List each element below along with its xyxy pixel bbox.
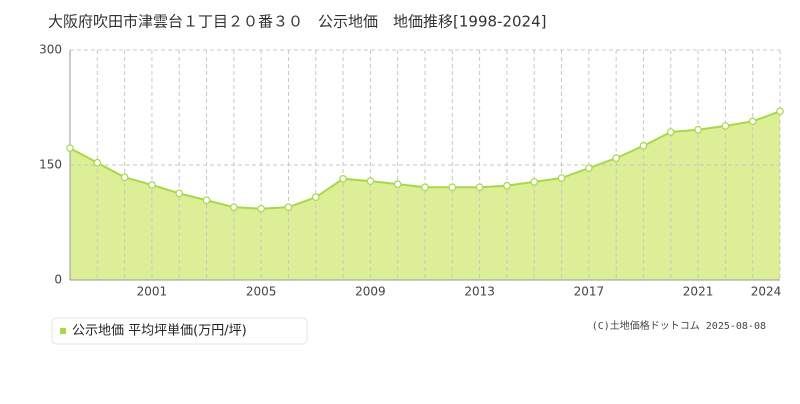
- point: [230, 203, 238, 211]
- point: [612, 154, 620, 162]
- legend-label: 公示地価 平均坪単価(万円/坪): [72, 323, 247, 339]
- point: [148, 181, 156, 189]
- point: [503, 181, 511, 190]
- point: [257, 204, 265, 213]
- point: [93, 158, 102, 167]
- point: [120, 173, 129, 182]
- point: [585, 164, 593, 172]
- x-tick-label: 2009: [355, 285, 386, 299]
- point: [530, 178, 539, 186]
- point: [366, 177, 375, 185]
- point: [666, 128, 675, 136]
- area: [70, 111, 780, 280]
- point: [311, 193, 320, 202]
- legend-box: [51, 317, 308, 345]
- point: [284, 203, 293, 211]
- x-tick-label: 2024: [751, 285, 782, 299]
- chart-title: 大阪府吹田市津雲台１丁目２０番３０ 公示地価 地価推移[1998-2024]: [48, 13, 546, 31]
- plot-area: 0 150 300 2001 2005 2009 2013 2017 2021 2024: [39, 43, 784, 299]
- point: [448, 183, 457, 192]
- point: [748, 117, 757, 126]
- point: [694, 125, 702, 134]
- copyright: (C)土地価格ドットコム 2025-08-08: [592, 319, 766, 332]
- point: [721, 122, 730, 130]
- point: [66, 144, 74, 152]
- point: [557, 174, 566, 182]
- y-tick-label: 150: [39, 158, 62, 172]
- x-tick-label: 2021: [683, 285, 714, 299]
- y-tick-label: 300: [39, 43, 62, 57]
- point: [175, 189, 184, 198]
- point: [421, 183, 429, 192]
- x-tick-label: 2013: [464, 285, 495, 299]
- x-tick-label: 2001: [137, 285, 168, 299]
- legend-swatch: [60, 328, 66, 334]
- point: [475, 183, 484, 192]
- point: [393, 180, 402, 188]
- point: [339, 175, 347, 183]
- x-tick-label: 2017: [574, 285, 605, 299]
- point: [776, 107, 784, 116]
- y-tick-label: 0: [54, 273, 62, 287]
- point: [639, 142, 648, 150]
- x-tick-label: 2005: [246, 285, 277, 299]
- point: [202, 196, 211, 205]
